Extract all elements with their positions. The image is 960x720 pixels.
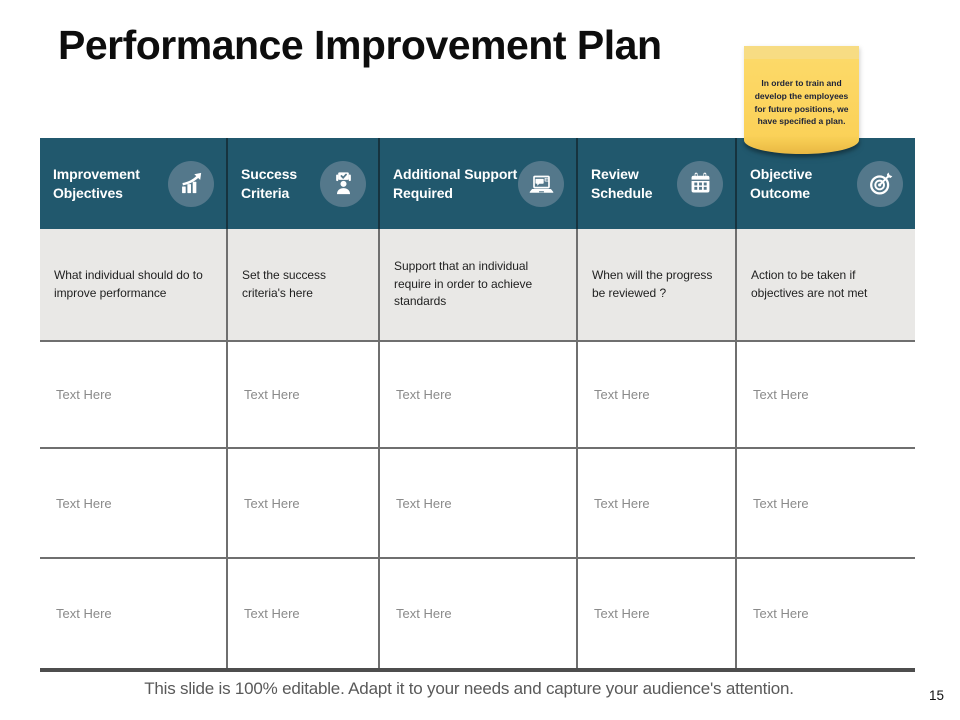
column-description: Set the success criteria's here — [228, 229, 380, 340]
table-cell: Text Here — [578, 557, 737, 668]
table-cell: Text Here — [737, 340, 915, 447]
table-cell: Text Here — [578, 340, 737, 447]
sticky-note: In order to train and develop the employ… — [744, 46, 859, 154]
table-cell: Text Here — [380, 557, 578, 668]
table-cell: Text Here — [228, 557, 380, 668]
column-description: When will the progress be reviewed ? — [578, 229, 737, 340]
column-header-success-criteria: Success Criteria — [228, 138, 380, 229]
performance-improvement-table: Improvement Objectives Success Criteria — [40, 138, 915, 672]
column-header-label: Additional Support Required — [393, 165, 518, 201]
sticky-note-tab — [744, 46, 859, 59]
calendar-icon — [677, 160, 723, 207]
table-cell: Text Here — [40, 447, 228, 557]
column-description: Support that an individual require in or… — [380, 229, 578, 340]
slide-number: 15 — [928, 688, 944, 703]
column-header-label: Success Criteria — [241, 165, 298, 201]
table-cell: Text Here — [228, 340, 380, 447]
table-cell: Text Here — [228, 447, 380, 557]
column-header-label: Objective Outcome — [750, 165, 813, 201]
sticky-note-body: In order to train and develop the employ… — [744, 59, 859, 138]
target-arrow-icon — [857, 160, 903, 207]
column-description: What individual should do to improve per… — [40, 229, 228, 340]
table-cell: Text Here — [737, 557, 915, 668]
table-cell: Text Here — [578, 447, 737, 557]
table-cell: Text Here — [737, 447, 915, 557]
table-cell: Text Here — [40, 340, 228, 447]
column-header-label: Review Schedule — [591, 165, 653, 201]
column-header-improvement-objectives: Improvement Objectives — [40, 138, 228, 229]
slide-title: Performance Improvement Plan — [58, 22, 662, 68]
table-cell: Text Here — [380, 340, 578, 447]
laptop-chat-icon — [518, 160, 564, 207]
column-description: Action to be taken if objectives are not… — [737, 229, 915, 340]
person-check-icon — [320, 160, 366, 207]
column-header-additional-support-required: Additional Support Required — [380, 138, 578, 229]
sticky-note-text: In order to train and develop the employ… — [754, 78, 849, 127]
table-cell: Text Here — [40, 557, 228, 668]
column-header-objective-outcome: Objective Outcome — [737, 138, 915, 229]
editability-note: This slide is 100% editable. Adapt it to… — [144, 679, 794, 698]
sticky-note-curl — [744, 138, 859, 154]
column-header-review-schedule: Review Schedule — [578, 138, 737, 229]
table-cell: Text Here — [380, 447, 578, 557]
column-header-label: Improvement Objectives — [53, 165, 140, 201]
bar-chart-growth-icon — [168, 160, 214, 207]
